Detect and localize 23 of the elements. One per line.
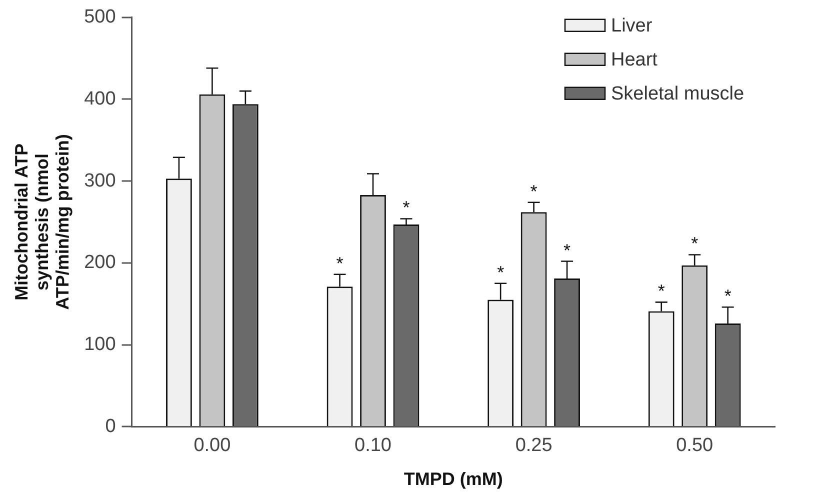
data-label: * bbox=[564, 240, 571, 260]
y-axis-title: Mitochondrial ATP synthesis (nmol ATP/min/mg protein) bbox=[11, 134, 73, 310]
legend-label: Skeletal muscle bbox=[611, 84, 744, 105]
data-label: * bbox=[402, 198, 410, 218]
y-tick-label: 100 bbox=[84, 334, 116, 355]
data-label: * bbox=[724, 286, 732, 306]
y-tick-label: 0 bbox=[105, 416, 116, 437]
x-tick-label: 0.10 bbox=[354, 435, 392, 456]
x-tick-label: 0.25 bbox=[515, 435, 552, 456]
legend-label: Heart bbox=[611, 50, 658, 71]
x-tick-label: 0.50 bbox=[676, 435, 714, 456]
legend-label: Liver bbox=[611, 16, 653, 37]
data-label: * bbox=[497, 262, 504, 282]
data-label: * bbox=[336, 253, 344, 274]
y-tick-label: 200 bbox=[84, 252, 116, 274]
y-tick-label: 400 bbox=[84, 88, 116, 110]
y-tick-label: 300 bbox=[84, 170, 116, 192]
x-axis-title: TMPD (mM) bbox=[404, 469, 503, 490]
x-tick-label: 0.00 bbox=[194, 435, 231, 456]
data-label: * bbox=[691, 234, 698, 254]
data-label: * bbox=[530, 181, 538, 202]
data-label: * bbox=[658, 281, 665, 302]
y-tick-label: 500 bbox=[84, 6, 116, 28]
